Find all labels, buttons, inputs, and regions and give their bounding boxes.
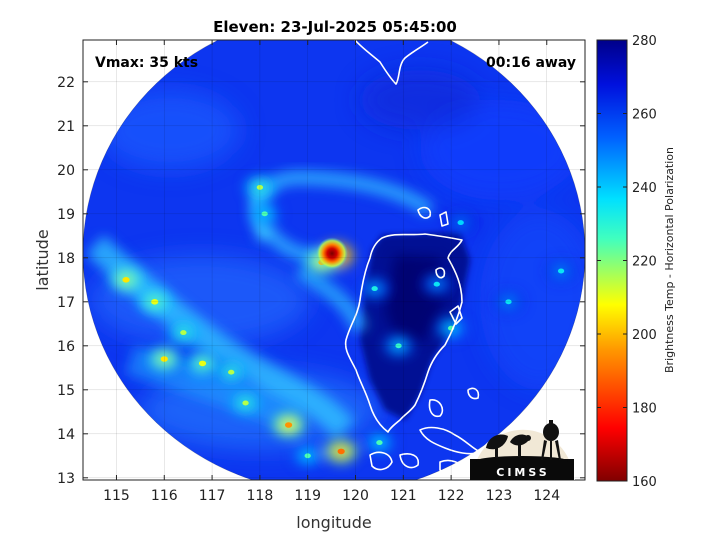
convective-cell-core	[433, 281, 440, 287]
x-tick-label: 122	[438, 488, 465, 504]
x-axis-ticks: 115 116 117 118 119 120 121 122 123 124	[103, 40, 560, 504]
colorbar-ticks: 160 180 200 220 240 260 280	[597, 34, 657, 490]
x-tick-label: 117	[199, 488, 226, 504]
convective-cell-core	[261, 211, 268, 217]
y-tick-label: 21	[57, 119, 75, 135]
convective-cell-core	[151, 299, 159, 305]
y-axis-label: latitude	[33, 229, 52, 290]
convective-cell-core	[371, 286, 378, 292]
logo-text: CIMSS	[496, 466, 549, 479]
convective-cells	[110, 176, 577, 467]
cimss-logo: CIMSS	[470, 420, 575, 481]
x-tick-label: 116	[151, 488, 178, 504]
y-tick-label: 22	[57, 75, 75, 91]
x-axis-label: longitude	[296, 513, 371, 532]
satellite-dish-icon	[486, 434, 531, 458]
convective-cell-core	[122, 277, 130, 283]
x-tick-label: 120	[342, 488, 369, 504]
chart-title: Eleven: 23-Jul-2025 05:45:00	[213, 18, 457, 36]
y-tick-label: 19	[57, 207, 75, 223]
y-tick-label: 20	[57, 163, 75, 179]
y-tick-label: 17	[57, 295, 75, 311]
colorbar-tick-label: 180	[632, 402, 657, 417]
y-tick-label: 14	[57, 427, 75, 443]
coastline-luzon	[344, 233, 463, 433]
x-tick-label: 121	[390, 488, 417, 504]
colorbar-label: Brightness Temp - Horizontal Polarizatio…	[663, 147, 676, 373]
colorbar-tick-label: 260	[632, 108, 657, 123]
coastlines	[84, 40, 481, 477]
convective-cell-core	[198, 360, 207, 367]
x-tick-label: 123	[486, 488, 513, 504]
coastline-china	[354, 40, 429, 85]
convective-cell-core	[242, 400, 249, 406]
time-away-annotation: 00:16 away	[486, 55, 576, 71]
y-tick-label: 18	[57, 251, 75, 267]
convective-cell-core	[557, 268, 565, 274]
convective-cell-core	[228, 369, 235, 375]
y-axis-ticks: 13 14 15 16 17 18 19 20 21 22	[57, 75, 585, 487]
convective-cell-core	[457, 220, 464, 226]
convective-cell-core	[160, 356, 168, 362]
convective-cell-core	[180, 330, 187, 336]
x-tick-label: 115	[103, 488, 130, 504]
convective-cell-core	[304, 453, 311, 459]
colorbar-tick-label: 220	[632, 255, 657, 270]
microwave-swath	[83, 40, 585, 480]
y-tick-label: 13	[57, 471, 75, 487]
water-tower-icon	[541, 420, 561, 460]
x-tick-label: 124	[533, 488, 560, 504]
axes-frame	[82, 39, 586, 481]
colorbar-tick-label: 200	[632, 328, 657, 343]
colorbar-tick-label: 280	[632, 34, 657, 49]
vmax-annotation: Vmax: 35 kts	[95, 55, 198, 71]
convective-cell-core	[505, 299, 512, 305]
storm-center	[316, 237, 348, 270]
convective-cell-core	[256, 184, 264, 190]
colorbar-tick-label: 240	[632, 181, 657, 196]
convective-cell-core	[284, 422, 293, 428]
x-tick-label: 118	[247, 488, 274, 504]
y-tick-label: 16	[57, 339, 75, 355]
colorbar-tick-label: 160	[632, 475, 657, 490]
x-tick-label: 119	[294, 488, 321, 504]
y-tick-label: 15	[57, 383, 75, 399]
colorbar	[596, 39, 628, 482]
convective-cell-core	[376, 440, 383, 446]
convective-cell-core	[337, 448, 345, 455]
convective-cell-core	[395, 343, 402, 349]
